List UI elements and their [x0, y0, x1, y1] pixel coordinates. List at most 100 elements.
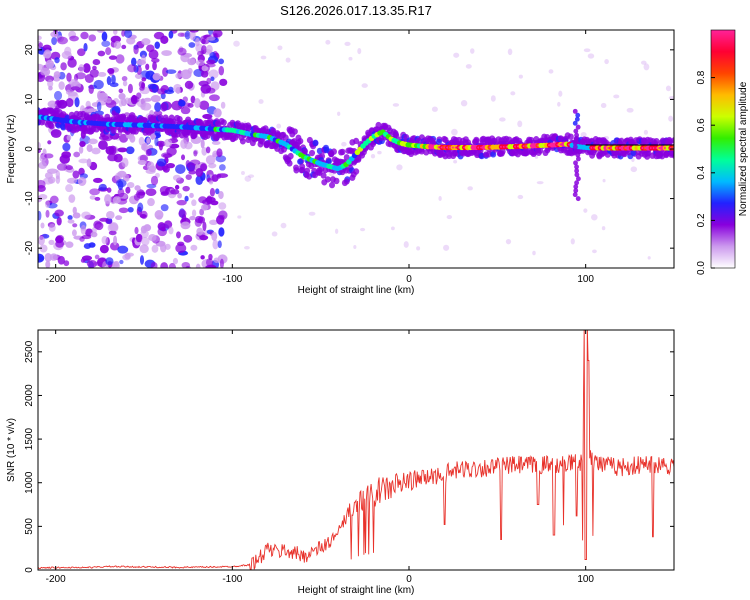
- spectrogram-noise-cell: [341, 141, 347, 147]
- spectrogram-noise-cell: [218, 202, 227, 210]
- spectrogram-streak-cell: [575, 196, 581, 202]
- spectrogram-noise-cell: [117, 180, 124, 191]
- spectrogram-noise-cell: [640, 60, 647, 65]
- spectrogram-noise-cell: [209, 219, 218, 226]
- spectrogram-noise-cell: [86, 144, 93, 153]
- spectrogram-streak-cell: [574, 180, 580, 186]
- spectrogram-noise-cell: [137, 191, 146, 196]
- spectrogram-noise-cell: [209, 180, 214, 185]
- spectrogram-noise-cell: [97, 72, 107, 77]
- spectrogram-noise-cell: [517, 120, 523, 128]
- spectrogram-noise-cell: [160, 204, 169, 212]
- spectrogram-ridge-halo: [299, 166, 306, 174]
- spectrogram-ridge-halo: [653, 137, 660, 145]
- spectrogram-noise-cell: [518, 74, 523, 79]
- spectrogram-noise-cell: [142, 142, 148, 152]
- spectrogram-noise-cell: [96, 101, 102, 112]
- spectrogram-noise-cell: [241, 171, 245, 176]
- spectrogram-noise-cell: [583, 48, 591, 53]
- spectrogram-noise-cell: [105, 145, 115, 155]
- spectrogram-noise-cell: [115, 54, 125, 64]
- spectrogram-noise-cell: [209, 187, 216, 197]
- spectrogram-noise-cell: [121, 30, 126, 37]
- spectrogram-noise-cell: [216, 148, 223, 158]
- spectrogram-noise-cell: [505, 238, 512, 245]
- spectrogram-noise-cell: [451, 128, 458, 136]
- spectrogram-noise-cell: [148, 165, 157, 173]
- spectrogram-noise-cell: [119, 259, 124, 265]
- spectrogram-ridge-halo: [316, 147, 323, 155]
- spectrogram-noise-cell: [109, 222, 119, 232]
- spectrogram-noise-cell: [89, 68, 100, 78]
- spectrogram-noise-cell: [276, 123, 282, 129]
- colorbar-tick-label: 0.2: [696, 213, 707, 227]
- spectrogram-noise-cell: [134, 185, 141, 191]
- spectrogram-noise-cell: [133, 44, 139, 55]
- spectrogram-noise-cell: [219, 258, 224, 268]
- spectrogram-noise-cell: [43, 49, 52, 59]
- spectrogram-noise-cell: [145, 188, 157, 196]
- spectrogram-noise-cell: [213, 257, 220, 263]
- spectrogram-noise-cell: [361, 83, 368, 88]
- spectrogram-x-label: Height of straight line (km): [298, 285, 415, 296]
- spectrogram-noise-cell: [517, 194, 524, 200]
- spectrogram-noise-cell: [154, 209, 164, 220]
- spectrogram-noise-cell: [199, 208, 205, 216]
- spectrogram-noise-cell: [143, 97, 152, 102]
- spectrogram-noise-cell: [196, 227, 204, 236]
- spectrogram-ridge-halo: [498, 150, 505, 157]
- spectrogram-noise-cell: [81, 211, 91, 220]
- spectrogram-noise-cell: [377, 150, 382, 155]
- spectrogram-noise-cell: [185, 174, 192, 180]
- spectrogram-noise-cell: [88, 138, 98, 145]
- spectrogram-noise-cell: [205, 63, 216, 68]
- spectrogram-noise-cell: [217, 173, 229, 178]
- x-tick-label: 0: [406, 274, 412, 285]
- spectrogram-noise-cell: [175, 164, 186, 174]
- spectrogram-noise-cell: [141, 38, 151, 46]
- spectrogram-noise-cell: [153, 31, 165, 40]
- spectrogram-noise-cell: [143, 224, 152, 232]
- spectrogram-noise-cell: [54, 57, 60, 64]
- colorbar-tick-label: 0.0: [696, 261, 707, 275]
- spectrogram-noise-cell: [460, 100, 468, 107]
- spectrogram-noise-cell: [91, 147, 101, 155]
- spectrogram-noise-cell: [218, 227, 225, 237]
- spectrogram-streak-cell: [574, 172, 580, 178]
- spectrogram-noise-cell: [211, 140, 221, 145]
- spectrogram-noise-cell: [108, 55, 118, 60]
- spectrogram-noise-cell: [248, 174, 255, 178]
- spectrogram-noise-cell: [94, 196, 101, 201]
- spectrogram-noise-cell: [140, 229, 149, 239]
- spectrogram-noise-cell: [217, 240, 222, 249]
- spectrogram-noise-cell: [285, 57, 291, 63]
- spectrogram-noise-cell: [490, 95, 496, 102]
- spectrogram-noise-cell: [67, 58, 77, 68]
- x-tick-label: -100: [222, 574, 242, 585]
- spectrogram-noise-cell: [67, 219, 75, 224]
- spectrogram-noise-cell: [127, 206, 134, 213]
- spectrogram-noise-cell: [160, 243, 167, 253]
- spectrogram-noise-cell: [139, 244, 149, 254]
- spectrogram-ridge-halo: [435, 138, 442, 146]
- spectrogram-noise-cell: [98, 135, 110, 141]
- spectrogram-noise-cell: [213, 108, 222, 118]
- spectrogram-noise-cell: [86, 259, 98, 268]
- spectrogram-noise-cell: [40, 222, 45, 229]
- spectrogram-noise-cell: [164, 89, 175, 95]
- spectrogram-noise-cell: [118, 93, 126, 100]
- spectrogram-noise-cell: [176, 199, 187, 206]
- spectrogram-noise-cell: [208, 163, 217, 169]
- spectrogram-ridge-halo: [286, 160, 293, 167]
- spectrogram-noise-cell: [188, 170, 197, 175]
- spectrogram-noise-cell: [134, 226, 139, 235]
- spectrogram-noise-cell: [174, 184, 180, 190]
- spectrogram-noise-cell: [113, 260, 120, 267]
- spectrogram-noise-cell: [106, 187, 112, 193]
- spectrogram-noise-cell: [97, 92, 108, 102]
- y-tick-label: 2500: [24, 340, 35, 363]
- spectrogram-noise-cell: [208, 69, 219, 79]
- spectrogram-noise-cell: [125, 186, 131, 194]
- spectrogram-noise-cell: [122, 80, 128, 87]
- spectrogram-noise-cell: [66, 177, 78, 184]
